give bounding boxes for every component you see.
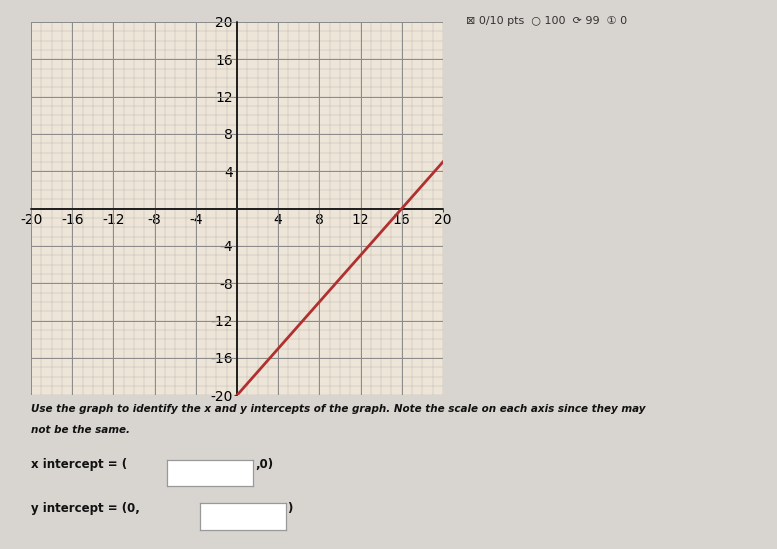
Text: ): ) (287, 502, 293, 516)
Text: not be the same.: not be the same. (31, 425, 130, 435)
Text: ,0): ,0) (255, 458, 273, 472)
Text: Use the graph to identify the x and y intercepts of the graph. Note the scale on: Use the graph to identify the x and y in… (31, 404, 646, 413)
Text: x intercept = (: x intercept = ( (31, 458, 127, 472)
Text: y intercept = (0,: y intercept = (0, (31, 502, 140, 516)
Text: ⊠ 0/10 pts  ○ 100  ⟳ 99  ① 0: ⊠ 0/10 pts ○ 100 ⟳ 99 ① 0 (466, 16, 627, 26)
